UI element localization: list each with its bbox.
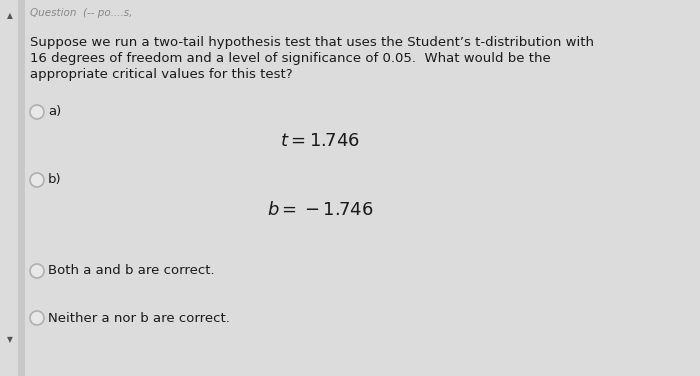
Text: Neither a nor b are correct.: Neither a nor b are correct. [48, 311, 230, 324]
Text: Both a and b are correct.: Both a and b are correct. [48, 264, 215, 277]
Text: b): b) [48, 173, 62, 186]
Text: $b = -1.746$: $b = -1.746$ [267, 201, 373, 219]
Text: ▲: ▲ [7, 11, 13, 20]
Circle shape [30, 105, 44, 119]
Text: Suppose we run a two-tail hypothesis test that uses the Student’s t-distribution: Suppose we run a two-tail hypothesis tes… [30, 36, 594, 49]
Text: a): a) [48, 106, 62, 118]
Circle shape [30, 311, 44, 325]
Text: ▼: ▼ [7, 335, 13, 344]
Circle shape [30, 264, 44, 278]
Text: Question  (-- po....s,: Question (-- po....s, [30, 8, 132, 18]
Text: 16 degrees of freedom and a level of significance of 0.05.  What would be the: 16 degrees of freedom and a level of sig… [30, 52, 551, 65]
Text: appropriate critical values for this test?: appropriate critical values for this tes… [30, 68, 293, 81]
Bar [18, 0, 25, 376]
Text: $t = 1.746$: $t = 1.746$ [280, 132, 360, 150]
Circle shape [30, 173, 44, 187]
